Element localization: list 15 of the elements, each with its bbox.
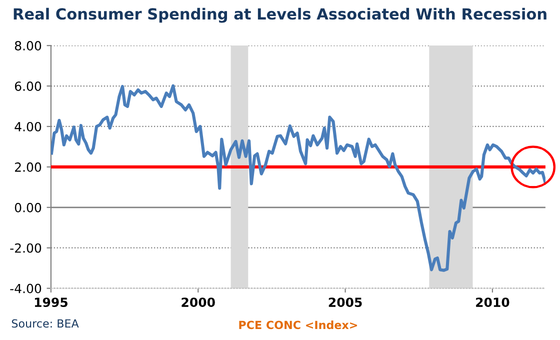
x-tick-label: 2010 — [476, 298, 510, 308]
y-tick-label: 0.00 — [14, 202, 42, 212]
x-axis-title: PCE CONC <Index> — [239, 320, 358, 330]
x-tick-label: 2005 — [328, 298, 362, 308]
y-tick-label: 2.00 — [15, 162, 42, 172]
y-tick-label: -2.00 — [10, 243, 42, 253]
line-series — [50, 84, 546, 272]
x-tick-label: 1995 — [34, 298, 68, 308]
source-note: Source: BEA — [12, 319, 79, 328]
y-tick-label: 8.00 — [14, 41, 42, 50]
y-tick-label: -4.00 — [10, 284, 42, 294]
y-tick-label: 6.00 — [14, 81, 42, 91]
y-tick-label: 4.00 — [14, 122, 42, 132]
chart-title: Real Consumer Spending at Levels Associated With Recession — [14, 8, 546, 23]
x-tick-label: 2000 — [182, 298, 215, 308]
